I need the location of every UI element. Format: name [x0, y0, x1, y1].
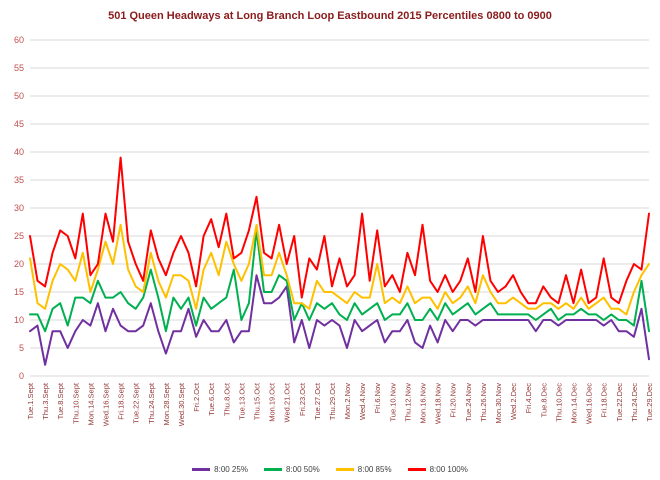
legend-item: 8:00 50%	[263, 465, 320, 474]
x-tick-label: Tue.6.Oct	[207, 382, 216, 416]
legend-label: 8:00 100%	[429, 465, 468, 474]
legend-label: 8:00 25%	[214, 465, 248, 474]
x-tick-label: Tue.13.Oct	[237, 382, 246, 420]
x-tick-label: Mon.28.Sept	[162, 382, 171, 425]
x-tick-label: Mon.30.Nov	[494, 383, 503, 424]
legend-label: 8:00 50%	[285, 465, 320, 474]
x-tick-label: Tue.8.Dec	[539, 383, 548, 418]
x-tick-label: Tue.10.Nov	[388, 383, 397, 422]
series-line-8-00-85-	[29, 223, 650, 316]
x-tick-label: Mon.14.Sept	[86, 382, 95, 425]
series-line-8-00-50-	[29, 229, 650, 333]
y-tick-label: 30	[14, 203, 24, 213]
x-tick-label: Tue.1.Sept	[26, 382, 35, 419]
x-tick-label: Mon.16.Nov	[419, 383, 428, 424]
y-tick-label: 50	[14, 91, 24, 101]
x-tick-label: Fri.4.Dec	[524, 383, 533, 414]
x-tick-label: Fri.20.Nov	[449, 383, 458, 418]
chart-title: 501 Queen Headways at Long Branch Loop E…	[108, 10, 552, 22]
x-tick-label: Fri.2.Oct	[192, 382, 201, 412]
y-tick-label: 40	[14, 147, 24, 157]
x-tick-label: Fri.18.Dec	[600, 383, 609, 418]
line-chart: 0 5 10 15 20 25 30 35 40 45 50 55 60 Tue.1.Sept Thu.3.…	[14, 35, 654, 426]
x-tick-label: Mon.14.Dec	[570, 383, 579, 424]
y-tick-label: 5	[19, 343, 24, 353]
legend-swatch	[263, 468, 282, 471]
legend-item: 8:00 85%	[335, 465, 392, 474]
x-tick-label: Thu.29.Oct	[328, 382, 337, 420]
x-tick-label: Wed.16.Sept	[101, 382, 110, 426]
x-tick-label: Thu.3.Sept	[41, 382, 50, 420]
x-tick-label: Wed.30.Sept	[177, 382, 186, 426]
y-tick-label: 20	[14, 259, 24, 269]
y-tick-label: 35	[14, 175, 24, 185]
legend-swatch	[192, 468, 211, 471]
x-tick-label: Wed.16.Dec	[585, 383, 594, 424]
x-tick-label: Tue.22.Dec	[615, 383, 624, 422]
x-tick-label: Thu.24.Sept	[147, 382, 156, 424]
x-tick-label: Wed.4.Nov	[358, 383, 367, 420]
x-tick-label: Fri.23.Oct	[298, 382, 307, 416]
x-tick-label: Fri.6.Nov	[373, 383, 382, 414]
x-tick-label: Wed.21.Oct	[283, 382, 292, 422]
chart-legend: 8:00 25% 8:00 50% 8:00 85% 8:00 100%	[0, 465, 660, 474]
y-tick-label: 45	[14, 119, 24, 129]
legend-swatch	[407, 468, 426, 471]
x-tick-label: Tue.22.Sept	[132, 382, 141, 423]
x-tick-label: Thu.10.Dec	[554, 383, 563, 422]
y-tick-label: 55	[14, 63, 24, 73]
x-tick-label: Thu.8.Oct	[222, 382, 231, 416]
x-tick-label: Thu.26.Nov	[479, 383, 488, 422]
x-tick-label: Mon.2.Nov	[343, 383, 352, 420]
legend-label: 8:00 85%	[357, 465, 392, 474]
x-tick-label: Tue.8.Sept	[56, 382, 65, 419]
legend-item: 8:00 25%	[192, 465, 248, 474]
x-tick-label: Tue.24.Nov	[464, 383, 473, 422]
x-tick-label: Mon.19.Oct	[268, 382, 277, 422]
series-line-8-00-25-	[29, 274, 650, 366]
y-tick-label: 25	[14, 231, 24, 241]
x-tick-label: Fri.18.Sept	[117, 382, 126, 420]
x-tick-label: Tue.27.Oct	[313, 382, 322, 420]
x-tick-label: Thu.15.Oct	[252, 382, 261, 420]
x-tick-label: Wed.18.Nov	[434, 383, 443, 424]
legend-item: 8:00 100%	[407, 465, 468, 474]
y-tick-label: 10	[14, 315, 24, 325]
series-line-8-00-100-	[29, 156, 650, 305]
legend-swatch	[335, 468, 354, 471]
x-tick-label: Thu.24.Dec	[630, 383, 639, 422]
x-tick-label: Thu.10.Sept	[71, 382, 80, 424]
y-tick-label: 0	[19, 371, 24, 381]
x-tick-label: Wed.2.Dec	[509, 383, 518, 420]
x-tick-label: Tue.29.Dec	[645, 383, 654, 422]
x-tick-label: Thu.12.Nov	[403, 383, 412, 422]
y-tick-label: 15	[14, 287, 24, 297]
y-tick-label: 60	[14, 35, 24, 45]
